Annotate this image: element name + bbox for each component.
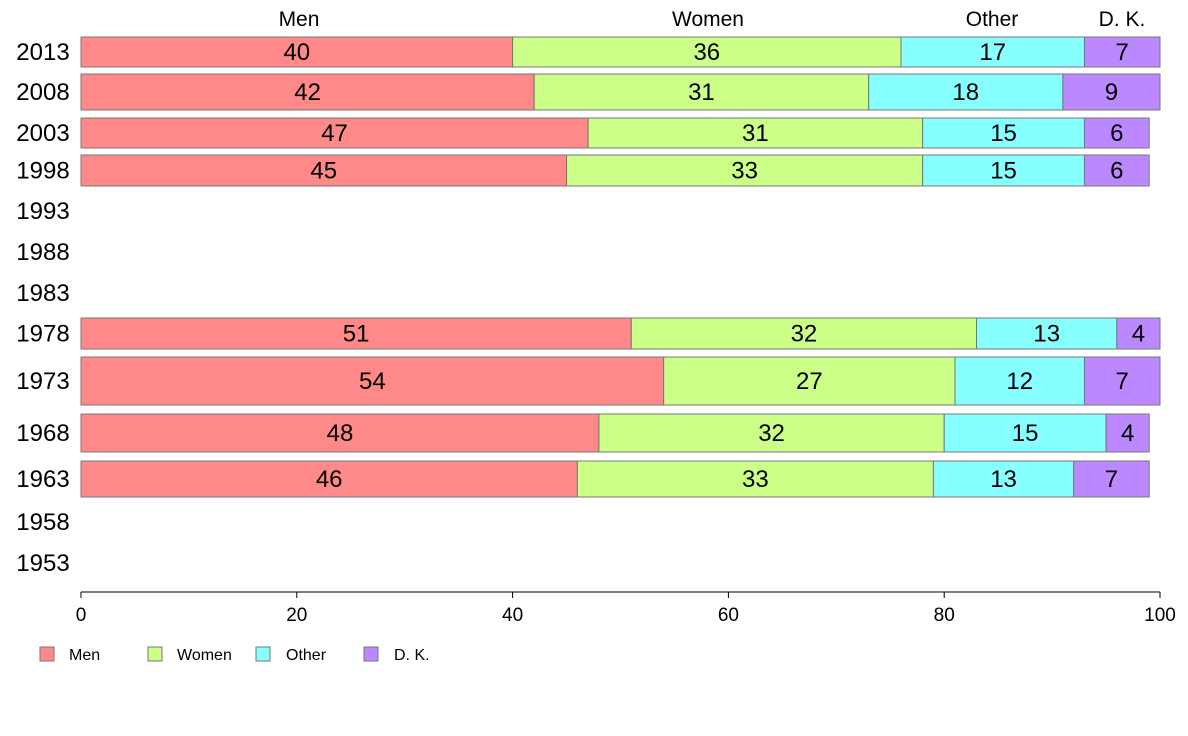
bar-segment [1083, 36, 1161, 68]
legend-label: Other [286, 647, 327, 664]
bar-segment [80, 317, 632, 350]
bar-value-label: 42 [294, 79, 321, 106]
x-tick-label: 60 [718, 605, 739, 626]
x-tick-label: 80 [934, 605, 955, 626]
x-tick-label: 20 [286, 605, 307, 626]
year-label: 2008 [16, 79, 69, 106]
bar-segment [80, 154, 568, 187]
bar-value-label: 31 [742, 120, 769, 147]
legend-label: D. K. [394, 647, 430, 664]
bar-value-label: 18 [952, 79, 979, 106]
bar-segment [80, 356, 665, 406]
column-header: Other [966, 8, 1019, 31]
bar-segment [1062, 73, 1161, 111]
legend-label: Women [177, 647, 232, 664]
bar-value-label: 27 [796, 368, 823, 395]
year-label: 1988 [16, 239, 69, 266]
bar-value-label: 47 [321, 120, 348, 147]
bar-value-label: 54 [359, 368, 386, 395]
bar-value-label: 33 [731, 158, 758, 185]
bar-value-label: 31 [688, 79, 715, 106]
bar-value-label: 15 [1012, 420, 1039, 447]
bar-value-label: 33 [742, 466, 769, 493]
x-tick-label: 100 [1144, 605, 1176, 626]
x-tick-label: 40 [502, 605, 523, 626]
bar-segment [1083, 117, 1150, 149]
bar-value-label: 36 [693, 39, 720, 66]
bar-segment [932, 460, 1075, 498]
bar-value-label: 7 [1105, 466, 1118, 493]
year-label: 1968 [16, 420, 69, 447]
bar-value-label: 9 [1105, 79, 1118, 106]
year-label: 2003 [16, 120, 69, 147]
bar-value-label: 48 [327, 420, 354, 447]
bar-value-label: 12 [1006, 368, 1033, 395]
bar-segment [80, 36, 514, 68]
bar-segment [976, 317, 1118, 350]
year-label: 1983 [16, 280, 69, 307]
legend-swatch [255, 646, 271, 662]
bar-segment [587, 117, 924, 149]
column-header: D. K. [1099, 8, 1146, 31]
year-label: 1973 [16, 368, 69, 395]
year-label: 1963 [16, 466, 69, 493]
bar-segment [1083, 154, 1150, 187]
bar-segment [1073, 460, 1150, 498]
bar-segment [512, 36, 902, 68]
bar-value-label: 40 [283, 39, 310, 66]
bar-value-label: 15 [990, 120, 1017, 147]
bar-value-label: 7 [1116, 368, 1129, 395]
bar-segment [1116, 317, 1161, 350]
year-label: 1998 [16, 158, 69, 185]
bar-segment [80, 117, 589, 149]
legend-swatch [363, 646, 379, 662]
bar-segment [900, 36, 1085, 68]
bar-value-label: 15 [990, 158, 1017, 185]
bar-segment [1105, 413, 1150, 453]
bar-segment [663, 356, 956, 406]
bar-value-label: 45 [310, 158, 337, 185]
bar-segment [80, 460, 578, 498]
column-header: Women [672, 8, 744, 31]
bar-value-label: 46 [316, 466, 343, 493]
bar-segment [1083, 356, 1161, 406]
year-label: 1958 [16, 509, 69, 536]
legend-swatch [147, 646, 163, 662]
bar-value-label: 51 [343, 321, 370, 348]
bar-value-label: 7 [1116, 39, 1129, 66]
bar-value-label: 13 [990, 466, 1017, 493]
bar-value-label: 32 [791, 321, 818, 348]
bar-segment [80, 73, 535, 111]
legend-swatch [39, 646, 55, 662]
bar-value-label: 4 [1132, 321, 1145, 348]
bar-value-label: 6 [1110, 120, 1123, 147]
bar-value-label: 17 [979, 39, 1006, 66]
bar-segment [80, 413, 600, 453]
bar-value-label: 13 [1033, 321, 1060, 348]
bar-segment [533, 73, 870, 111]
bar-value-label: 4 [1121, 420, 1134, 447]
bar-segment [943, 413, 1107, 453]
legend-label: Men [69, 647, 100, 664]
bar-segment [630, 317, 978, 350]
x-tick-label: 0 [76, 605, 87, 626]
year-label: 2013 [16, 39, 69, 66]
bar-segment [954, 356, 1085, 406]
year-label: 1978 [16, 321, 69, 348]
year-label: 1953 [16, 550, 69, 577]
bar-segment [566, 154, 924, 187]
bar-value-label: 6 [1110, 158, 1123, 185]
bar-segment [868, 73, 1064, 111]
year-label: 1993 [16, 198, 69, 225]
bar-value-label: 32 [758, 420, 785, 447]
column-header: Men [279, 8, 320, 31]
